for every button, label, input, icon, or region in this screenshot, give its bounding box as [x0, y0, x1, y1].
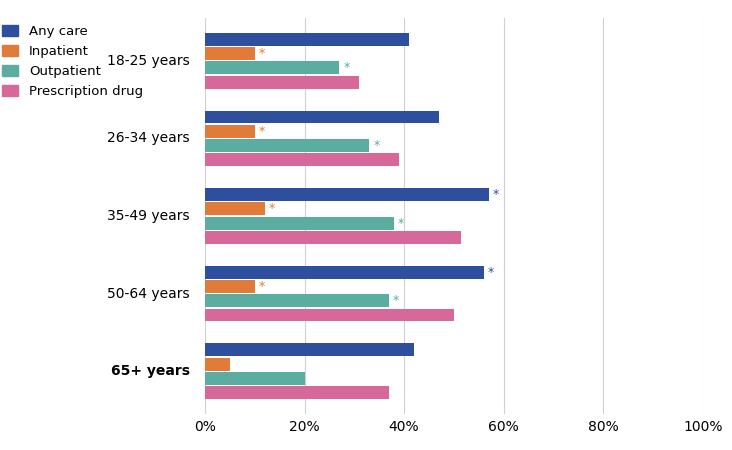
Text: 35-49 years: 35-49 years [108, 209, 190, 223]
Bar [205, 386, 389, 399]
Bar [205, 294, 389, 307]
Text: *: * [258, 125, 265, 138]
Bar [205, 47, 255, 60]
Text: *: * [398, 216, 404, 230]
Legend: Any care, Inpatient, Outpatient, Prescription drug: Any care, Inpatient, Outpatient, Prescri… [2, 25, 143, 98]
Bar [205, 125, 255, 138]
Bar [205, 153, 399, 166]
Text: 65+ years: 65+ years [111, 364, 190, 378]
Bar [205, 280, 255, 293]
Text: *: * [258, 47, 265, 60]
Text: *: * [343, 61, 350, 74]
Bar [205, 33, 409, 46]
Text: *: * [258, 280, 265, 293]
Bar [205, 188, 489, 201]
Bar [205, 266, 484, 279]
Bar [205, 139, 369, 152]
Bar [205, 202, 265, 216]
Bar [205, 358, 230, 371]
Text: 18-25 years: 18-25 years [108, 54, 190, 68]
Bar [205, 231, 461, 244]
Text: *: * [393, 294, 400, 307]
Text: *: * [488, 266, 494, 279]
Text: *: * [493, 188, 499, 201]
Text: 50-64 years: 50-64 years [108, 287, 190, 301]
Bar [205, 309, 454, 321]
Bar [205, 61, 340, 74]
Bar [205, 343, 414, 356]
Bar [205, 216, 394, 230]
Bar [205, 372, 305, 385]
Text: *: * [269, 202, 275, 216]
Bar [205, 111, 439, 123]
Bar [205, 76, 359, 89]
Text: 26-34 years: 26-34 years [108, 131, 190, 145]
Text: *: * [373, 139, 379, 152]
